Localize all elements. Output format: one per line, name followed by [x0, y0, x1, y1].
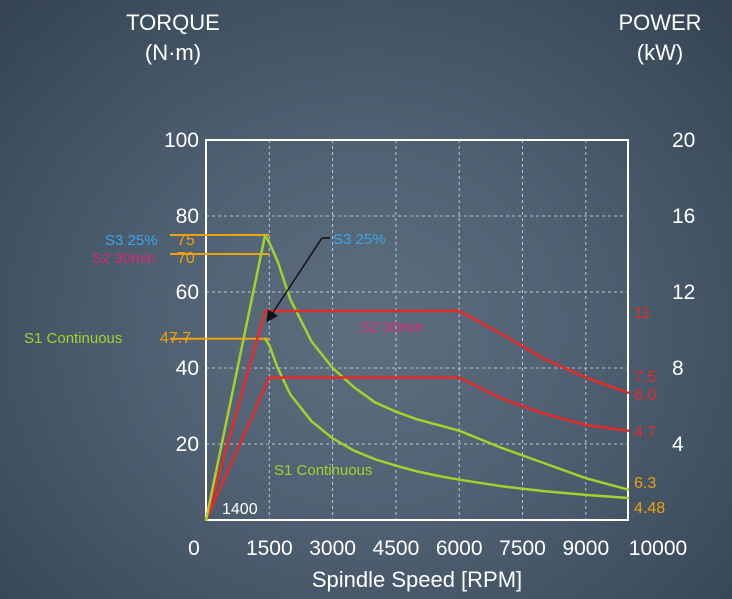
torque-70-label: 70	[177, 250, 195, 267]
power-6-3-label: 6.3	[634, 475, 656, 492]
right-axis-title-line1: POWER	[618, 10, 701, 35]
x-tick-label: 10000	[629, 537, 687, 560]
series-line	[263, 337, 630, 500]
y-tick-label: 40	[176, 357, 199, 380]
series-line	[204, 309, 630, 522]
y2-tick-label: 16	[672, 205, 695, 228]
x-tick-labels: 0 1500 3000 4500 6000 7500 9000 10000	[188, 537, 687, 560]
power-7-5-label: 7.5	[634, 369, 656, 386]
power-4-48-label: 4.48	[634, 500, 665, 517]
left-axis-title-line1: TORQUE	[126, 10, 220, 35]
s2-left-label: S2 30min	[92, 250, 155, 267]
x-tick-label: 1500	[246, 537, 293, 560]
x-axis-title: Spindle Speed [RPM]	[312, 567, 522, 592]
plot-frame	[205, 139, 629, 521]
x-tick-label: 4500	[373, 537, 420, 560]
y-tick-label: 60	[176, 281, 199, 304]
speed-1400-label: 1400	[222, 501, 258, 518]
y2-tick-labels: 4 8 12 16 20	[672, 129, 695, 456]
torque-47-7-label: 47.7	[160, 330, 191, 347]
s1-left-label: S1 Continuous	[24, 330, 122, 347]
s3-arrow	[266, 237, 330, 323]
right-axis-title-line2: (kW)	[637, 40, 683, 65]
y-tick-labels: 20 40 60 80 100	[164, 129, 199, 456]
series-line	[204, 376, 630, 522]
s2-chart-label: S2 30min	[360, 319, 423, 336]
torque-75-label: 75	[177, 232, 195, 249]
reference-lines	[170, 234, 270, 340]
power-6-0-label: 6.0	[634, 387, 656, 404]
y-tick-label: 80	[176, 205, 199, 228]
y-tick-label: 100	[164, 129, 199, 152]
series-ramp-line	[204, 233, 267, 522]
y2-tick-label: 12	[672, 281, 695, 304]
y-tick-label: 20	[176, 433, 199, 456]
left-axis-title-line2: (N·m)	[145, 40, 201, 65]
y2-tick-label: 20	[672, 129, 695, 152]
x-tick-label: 3000	[309, 537, 356, 560]
x-tick-label: 0	[188, 537, 200, 560]
y2-tick-label: 8	[672, 357, 684, 380]
power-4-7-label: 4.7	[634, 424, 656, 441]
arrow-line	[266, 237, 323, 323]
s3-chart-label: S3 25%	[333, 231, 386, 248]
x-tick-label: 6000	[436, 537, 483, 560]
series-group	[204, 233, 630, 522]
series-line	[263, 233, 630, 491]
x-tick-label: 7500	[499, 537, 546, 560]
y2-tick-label: 4	[672, 433, 684, 456]
s1-chart-label: S1 Continuous	[274, 462, 372, 479]
x-tick-label: 9000	[562, 537, 609, 560]
grid	[206, 140, 628, 520]
annotations: S3 25% 75 S2 30min 70 S1 Continuous 47.7…	[24, 231, 665, 518]
s3-left-label: S3 25%	[105, 232, 158, 249]
power-11-label: 11	[634, 305, 651, 322]
